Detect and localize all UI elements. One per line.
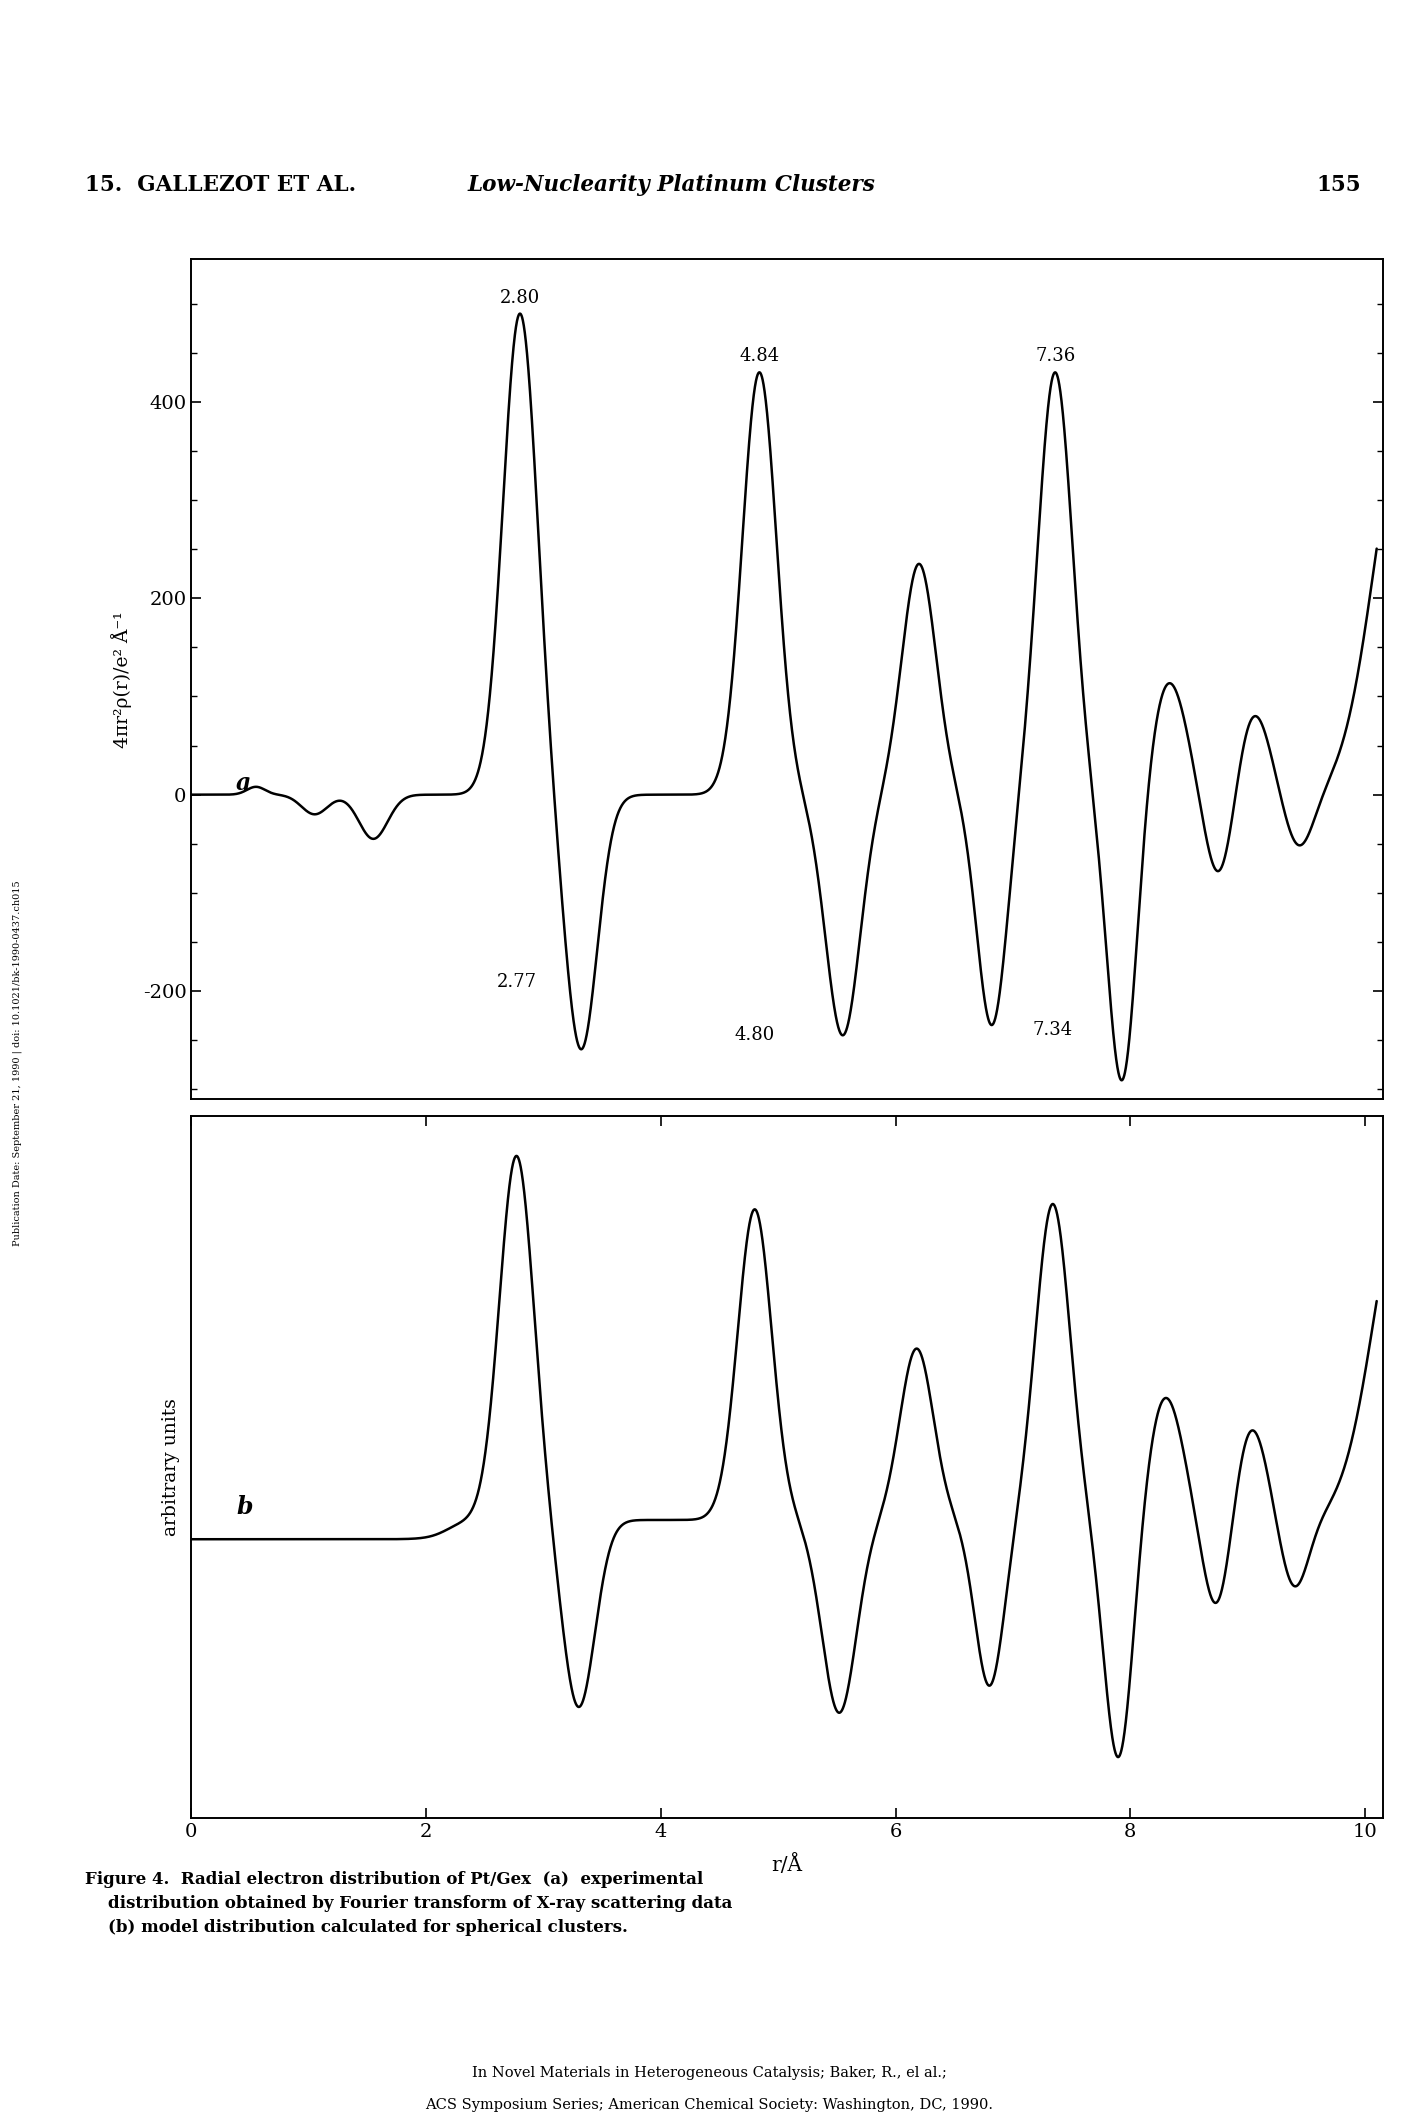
Text: In Novel Materials in Heterogeneous Catalysis; Baker, R., el al.;: In Novel Materials in Heterogeneous Cata… xyxy=(472,2066,946,2081)
Text: 7.34: 7.34 xyxy=(1032,1020,1073,1040)
Text: Low-Nuclearity Platinum Clusters: Low-Nuclearity Platinum Clusters xyxy=(468,174,876,196)
Text: 4.84: 4.84 xyxy=(739,347,780,366)
Text: 4.80: 4.80 xyxy=(735,1027,774,1044)
Text: ACS Symposium Series; American Chemical Society: Washington, DC, 1990.: ACS Symposium Series; American Chemical … xyxy=(425,2098,993,2113)
Text: a: a xyxy=(235,772,251,795)
Text: 2.80: 2.80 xyxy=(501,289,540,306)
Text: 7.36: 7.36 xyxy=(1035,347,1075,366)
Text: Publication Date: September 21, 1990 | doi: 10.1021/bk-1990-0437.ch015: Publication Date: September 21, 1990 | d… xyxy=(13,880,21,1246)
Text: Figure 4.  Radial electron distribution of Pt/Gex  (a)  experimental
    distrib: Figure 4. Radial electron distribution o… xyxy=(85,1871,733,1937)
Text: b: b xyxy=(235,1495,252,1520)
Y-axis label: arbitrary units: arbitrary units xyxy=(162,1399,180,1535)
Text: 2.77: 2.77 xyxy=(496,974,536,991)
Text: 15.  GALLEZOT ET AL.: 15. GALLEZOT ET AL. xyxy=(85,174,356,196)
X-axis label: r/Å: r/Å xyxy=(771,1854,803,1875)
Y-axis label: 4πr²ρ(r)/e² Å⁻¹: 4πr²ρ(r)/e² Å⁻¹ xyxy=(111,610,132,748)
Text: 155: 155 xyxy=(1317,174,1361,196)
